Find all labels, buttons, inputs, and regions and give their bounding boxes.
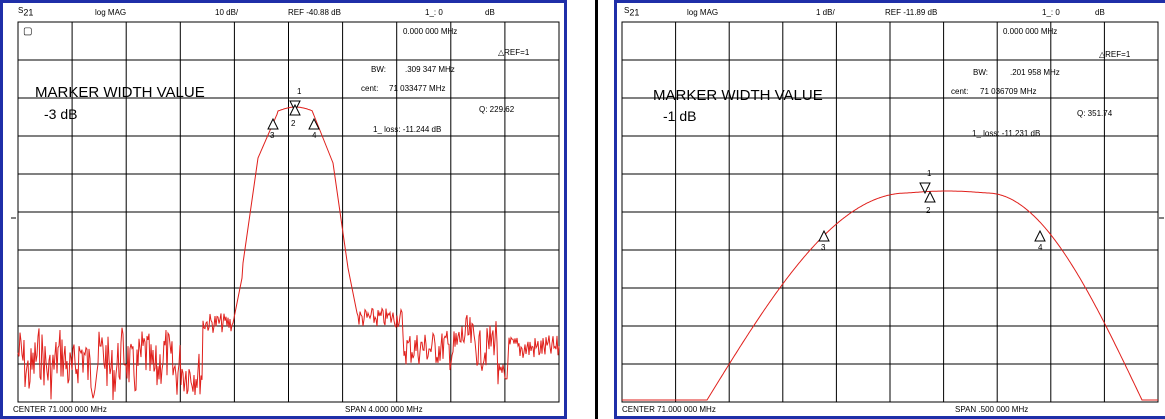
ref-marker-icon: △ — [498, 48, 505, 57]
left-format-label: log MAG — [95, 8, 127, 17]
right-q-value: Q: 351.74 — [1077, 109, 1113, 118]
right-param-label: S21 — [624, 6, 639, 18]
left-param: S — [18, 6, 24, 15]
right-bw-label: BW: — [973, 68, 988, 77]
left-cent-value: 71 033477 MHz — [389, 84, 446, 93]
graticule — [621, 21, 1159, 403]
right-param: S — [624, 6, 630, 15]
right-marker-index: 1_: 0 — [1042, 8, 1060, 17]
marker-label: 3 — [821, 243, 826, 252]
trace-line — [17, 106, 560, 401]
right-span-label: SPAN .500 000 MHz — [955, 405, 1029, 414]
trace-marker-2: 2 — [289, 103, 301, 128]
right-param-sub: 21 — [629, 7, 640, 18]
left-param-sub: 21 — [23, 7, 34, 18]
right-cent-value: 71 036709 MHz — [980, 87, 1037, 96]
right-ref-marker-text: REF=1 — [1105, 50, 1131, 59]
marker-label: 2 — [926, 206, 931, 215]
left-center-label: CENTER 71.000 000 MHz — [13, 405, 107, 414]
right-format-label: log MAG — [687, 8, 719, 17]
right-bw-value: .201 958 MHz — [1010, 68, 1060, 77]
marker-triangle-icon — [1034, 229, 1046, 242]
left-marker-unit: dB — [485, 8, 495, 17]
ref-marker-icon: △ — [1099, 50, 1106, 59]
marker-triangle-icon — [919, 182, 931, 195]
left-param-label: S21 — [18, 6, 33, 18]
marker-triangle-icon — [308, 117, 320, 130]
left-scale-label: 10 dB/ — [215, 8, 239, 17]
trace-marker-2: 2 — [924, 190, 936, 215]
left-title: MARKER WIDTH VALUE — [35, 84, 205, 101]
panel-gap — [567, 0, 614, 419]
left-bw-value: .309 347 MHz — [405, 65, 455, 74]
right-width-value: -1 dB — [663, 108, 697, 124]
marker-triangle-icon — [267, 117, 279, 130]
marker-label: 2 — [291, 119, 296, 128]
left-stop-icon: ▢ — [23, 26, 33, 37]
left-ref-label: REF -40.88 dB — [288, 8, 341, 17]
left-trace-plot: 1 2 3 4 — [11, 21, 560, 403]
trace-marker-1: 1 — [919, 169, 932, 195]
marker-label: 3 — [270, 131, 275, 140]
trace-marker-3: 3 — [267, 117, 279, 140]
marker-triangle-icon — [924, 190, 936, 203]
right-loss-value: 1_ loss: -11.231 dB — [972, 129, 1041, 138]
right-analyzer-display: 1 2 3 4 S21 log MAG 1 dB/ REF -11.89 dB 1_:… — [614, 0, 1165, 419]
marker-label: 4 — [1038, 243, 1043, 252]
right-title: MARKER WIDTH VALUE — [653, 87, 823, 104]
left-loss-value: 1_ loss: -11.244 dB — [373, 125, 442, 134]
left-width-value: -3 dB — [44, 106, 78, 122]
right-center-label: CENTER 71.000 000 MHz — [622, 405, 716, 414]
right-ref-label: REF -11.89 dB — [885, 8, 938, 17]
left-ref-marker-text: REF=1 — [504, 48, 530, 57]
marker-label: 1 — [297, 87, 302, 96]
trace-line — [622, 190, 1158, 401]
left-marker-index: 1_: 0 — [425, 8, 443, 17]
left-q-value: Q: 229.62 — [479, 105, 515, 114]
left-bw-label: BW: — [371, 65, 386, 74]
left-marker-freq: 0.000 000 MHz — [403, 27, 458, 36]
right-ref-marker: △REF=1 — [1099, 50, 1130, 59]
marker-label: 1 — [927, 169, 932, 178]
right-marker-freq: 0.000 000 MHz — [1003, 27, 1058, 36]
marker-label: 4 — [312, 131, 317, 140]
right-trace-plot: 1 2 3 4 — [621, 21, 1164, 403]
right-marker-unit: dB — [1095, 8, 1105, 17]
left-cent-label: cent: — [361, 84, 379, 93]
right-cent-label: cent: — [951, 87, 969, 96]
marker-triangle-icon — [818, 229, 830, 242]
left-ref-marker: △REF=1 — [498, 48, 529, 57]
trace-marker-4: 4 — [1034, 229, 1046, 252]
left-analyzer-display: 1 2 3 4 S21 log MAG 10 dB/ REF -40.88 dB 1_… — [0, 0, 567, 419]
marker-triangle-icon — [289, 103, 301, 116]
trace-marker-4: 4 — [308, 117, 320, 140]
graticule — [17, 21, 560, 403]
trace-marker-3: 3 — [818, 229, 830, 252]
left-span-label: SPAN 4.000 000 MHz — [345, 405, 423, 414]
right-scale-label: 1 dB/ — [816, 8, 835, 17]
panel-divider — [595, 0, 598, 419]
